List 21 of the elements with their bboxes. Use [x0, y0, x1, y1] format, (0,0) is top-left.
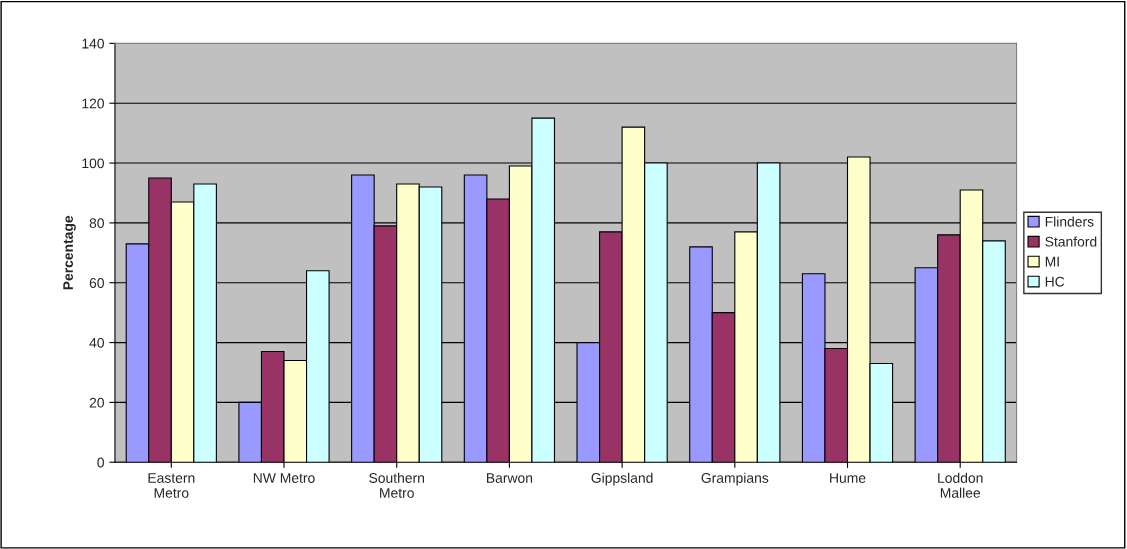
- x-tick-label: Loddon Mallee: [938, 472, 983, 498]
- y-tick-label: 20: [89, 397, 104, 408]
- y-tick-label: 40: [89, 337, 104, 348]
- legend-label: HC: [1045, 276, 1065, 287]
- y-tick-label: 0: [97, 457, 104, 468]
- x-tick-label: Grampians: [701, 472, 769, 486]
- y-tick-label: 120: [82, 98, 104, 109]
- x-tick-label: Eastern Metro: [148, 473, 195, 498]
- x-tick-label: Gippsland: [591, 472, 653, 486]
- legend-label: Flinders: [1045, 216, 1094, 227]
- legend-label: MI: [1045, 256, 1059, 267]
- y-axis-title: Percentage: [63, 215, 76, 290]
- y-tick-label: 140: [82, 38, 104, 49]
- legend-label: Stanford: [1045, 236, 1097, 247]
- y-tick-label: 60: [89, 278, 104, 288]
- x-tick-label: Barwon: [487, 473, 533, 483]
- y-tick-label: 80: [89, 218, 104, 229]
- x-tick-label: NW Metro: [253, 473, 315, 483]
- x-tick-label: Hume: [830, 473, 866, 483]
- x-tick-label: Southern Metro: [369, 472, 424, 498]
- y-tick-label: 100: [82, 158, 104, 169]
